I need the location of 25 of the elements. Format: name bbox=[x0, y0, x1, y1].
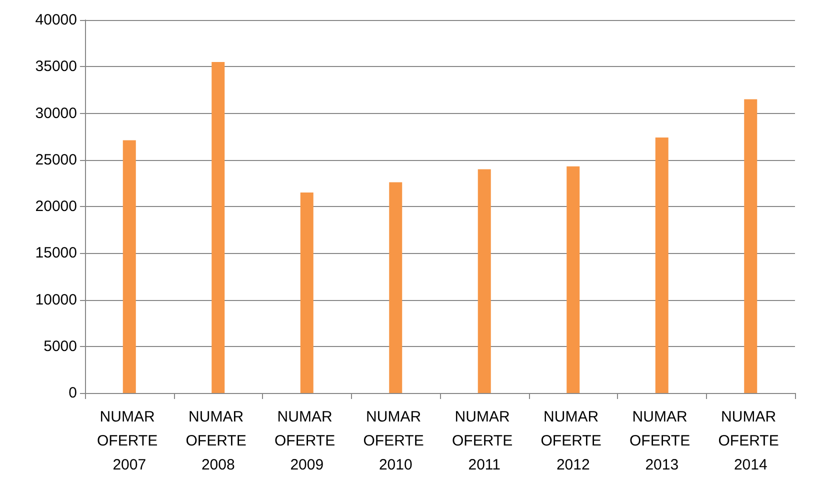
y-tick-label: 35000 bbox=[35, 58, 77, 76]
y-tick-label: 40000 bbox=[35, 12, 77, 28]
y-tick-label: 20000 bbox=[35, 198, 77, 215]
y-tick-label: 0 bbox=[68, 384, 77, 402]
x-tick-label: NUMAR OFERTE 2010 bbox=[363, 408, 428, 474]
bar bbox=[212, 62, 225, 393]
bar bbox=[389, 182, 402, 393]
x-tick-label: NUMAR OFERTE 2009 bbox=[274, 408, 340, 474]
x-tick-label: NUMAR OFERTE 2014 bbox=[718, 408, 783, 474]
y-tick-label: 15000 bbox=[35, 244, 77, 262]
x-tick-label: NUMAR OFERTE 2011 bbox=[452, 408, 517, 474]
y-tick-label: 5000 bbox=[44, 338, 77, 355]
x-tick-label: NUMAR OFERTE 2007 bbox=[97, 408, 162, 474]
y-tick-label: 10000 bbox=[35, 291, 77, 308]
bar bbox=[744, 99, 758, 393]
bar bbox=[566, 166, 580, 393]
x-tick-label: NUMAR OFERTE 2013 bbox=[630, 408, 694, 474]
y-tick-label: 25000 bbox=[35, 151, 77, 168]
bar bbox=[655, 137, 668, 393]
x-tick-label: NUMAR OFERTE 2012 bbox=[540, 408, 606, 474]
y-tick-label: 30000 bbox=[35, 104, 77, 122]
bar bbox=[478, 169, 491, 393]
bar bbox=[300, 192, 314, 393]
x-tick-label: NUMAR OFERTE 2008 bbox=[186, 408, 250, 474]
bar bbox=[122, 140, 136, 393]
